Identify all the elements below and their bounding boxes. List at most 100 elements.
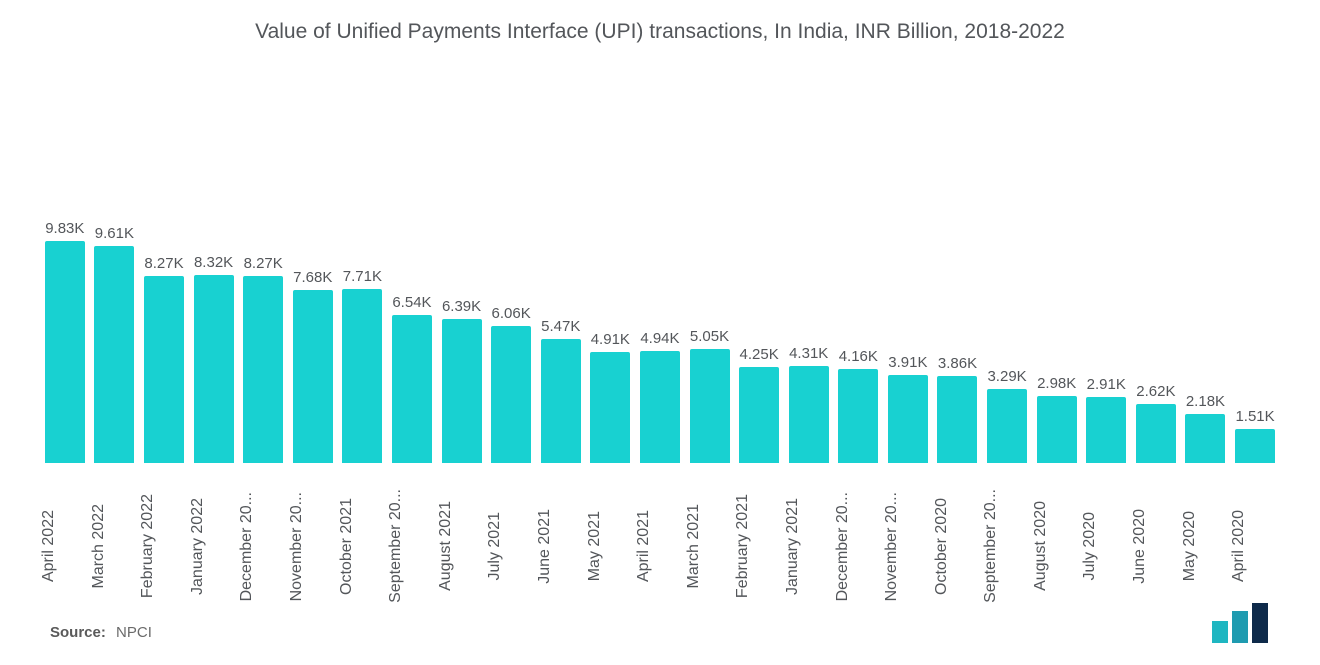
bar-column: 6.54K bbox=[387, 315, 437, 462]
bar bbox=[45, 241, 85, 463]
x-tick-label: September 20... bbox=[387, 489, 405, 609]
x-tick: December 20... bbox=[834, 464, 884, 635]
x-tick: October 2021 bbox=[338, 464, 388, 635]
bar bbox=[590, 352, 630, 463]
x-tick-label: November 20... bbox=[288, 492, 306, 607]
bar bbox=[739, 367, 779, 463]
bar-value-label: 2.62K bbox=[1136, 383, 1175, 400]
bar-column: 2.18K bbox=[1181, 414, 1231, 463]
bar-column: 2.91K bbox=[1081, 397, 1131, 463]
x-tick: April 2022 bbox=[40, 464, 90, 635]
x-tick: June 2021 bbox=[536, 464, 586, 635]
x-tick-label: September 20... bbox=[982, 489, 1000, 609]
brand-logo bbox=[1212, 603, 1272, 643]
x-tick: February 2021 bbox=[734, 464, 784, 635]
bar bbox=[789, 366, 829, 463]
bar-column: 5.05K bbox=[685, 349, 735, 463]
bar bbox=[293, 290, 333, 463]
bar-value-label: 6.39K bbox=[442, 298, 481, 315]
bar-value-label: 3.86K bbox=[938, 355, 977, 372]
bar-column: 2.98K bbox=[1032, 396, 1082, 463]
x-tick: October 2020 bbox=[933, 464, 983, 635]
x-tick: January 2021 bbox=[784, 464, 834, 635]
bar-column: 4.31K bbox=[784, 366, 834, 463]
bar bbox=[1185, 414, 1225, 463]
x-tick-label: May 2021 bbox=[586, 511, 604, 587]
x-tick-label: March 2021 bbox=[685, 504, 703, 595]
bar-column: 4.91K bbox=[586, 352, 636, 463]
x-axis: April 2022March 2022February 2022January… bbox=[40, 463, 1280, 635]
bar bbox=[1037, 396, 1077, 463]
bar-value-label: 5.47K bbox=[541, 318, 580, 335]
x-tick-label: December 20... bbox=[238, 492, 256, 607]
bar-value-label: 4.25K bbox=[740, 346, 779, 363]
bar bbox=[442, 319, 482, 463]
bar-value-label: 6.54K bbox=[392, 294, 431, 311]
bar-column: 1.51K bbox=[1230, 429, 1280, 463]
bar bbox=[243, 276, 283, 462]
bar-value-label: 2.18K bbox=[1186, 393, 1225, 410]
bar-column: 3.86K bbox=[933, 376, 983, 463]
x-tick-label: April 2022 bbox=[40, 510, 58, 588]
bar-value-label: 6.06K bbox=[492, 305, 531, 322]
bar bbox=[194, 275, 234, 463]
x-tick-label: July 2020 bbox=[1081, 512, 1099, 587]
x-tick: April 2021 bbox=[635, 464, 685, 635]
bar bbox=[1086, 397, 1126, 463]
bar bbox=[640, 351, 680, 462]
x-tick-label: February 2021 bbox=[734, 494, 752, 604]
bar-chart: 9.83K9.61K8.27K8.32K8.27K7.68K7.71K6.54K… bbox=[40, 99, 1280, 463]
bar bbox=[392, 315, 432, 462]
x-tick-label: January 2021 bbox=[784, 498, 802, 601]
bar bbox=[94, 246, 134, 463]
x-tick-label: October 2020 bbox=[933, 498, 951, 601]
x-tick: August 2020 bbox=[1032, 464, 1082, 635]
bar bbox=[838, 369, 878, 463]
x-tick: May 2021 bbox=[586, 464, 636, 635]
x-tick-label: January 2022 bbox=[189, 498, 207, 601]
x-tick: July 2021 bbox=[486, 464, 536, 635]
bar-value-label: 7.71K bbox=[343, 268, 382, 285]
bar-column: 3.29K bbox=[982, 389, 1032, 463]
x-tick-label: June 2021 bbox=[536, 509, 554, 590]
bar-value-label: 5.05K bbox=[690, 328, 729, 345]
bar-column: 6.06K bbox=[486, 326, 536, 463]
chart-title: Value of Unified Payments Interface (UPI… bbox=[255, 20, 1065, 44]
x-tick-label: June 2020 bbox=[1131, 509, 1149, 590]
bar-value-label: 1.51K bbox=[1235, 408, 1274, 425]
bar-column: 8.27K bbox=[238, 276, 288, 462]
bar-column: 7.71K bbox=[338, 289, 388, 463]
x-tick-label: December 20... bbox=[834, 492, 852, 607]
bar-column: 2.62K bbox=[1131, 404, 1181, 463]
bar-value-label: 9.83K bbox=[45, 220, 84, 237]
bar bbox=[937, 376, 977, 463]
source-footer: Source: NPCI bbox=[50, 624, 152, 641]
bar-value-label: 4.31K bbox=[789, 345, 828, 362]
x-tick-label: November 20... bbox=[883, 492, 901, 607]
bar-column: 4.94K bbox=[635, 351, 685, 462]
x-tick: December 20... bbox=[238, 464, 288, 635]
bar-value-label: 2.91K bbox=[1087, 376, 1126, 393]
bar-column: 8.27K bbox=[139, 276, 189, 462]
x-tick-label: March 2022 bbox=[90, 504, 108, 595]
bar bbox=[690, 349, 730, 463]
bar-value-label: 8.32K bbox=[194, 254, 233, 271]
x-tick-label: April 2020 bbox=[1230, 510, 1248, 588]
bar bbox=[144, 276, 184, 462]
x-tick: March 2022 bbox=[90, 464, 140, 635]
x-tick-label: April 2021 bbox=[635, 510, 653, 588]
source-value: NPCI bbox=[116, 624, 152, 641]
bar bbox=[342, 289, 382, 463]
bar bbox=[491, 326, 531, 463]
x-tick: November 20... bbox=[883, 464, 933, 635]
bar-value-label: 4.94K bbox=[640, 330, 679, 347]
bar-column: 6.39K bbox=[437, 319, 487, 463]
bar-column: 8.32K bbox=[189, 275, 239, 463]
x-tick-label: October 2021 bbox=[338, 498, 356, 601]
x-tick-label: May 2020 bbox=[1181, 511, 1199, 587]
bar-value-label: 8.27K bbox=[144, 255, 183, 272]
bar bbox=[987, 389, 1027, 463]
x-tick: January 2022 bbox=[189, 464, 239, 635]
x-tick: September 20... bbox=[387, 464, 437, 635]
bar-value-label: 4.91K bbox=[591, 331, 630, 348]
